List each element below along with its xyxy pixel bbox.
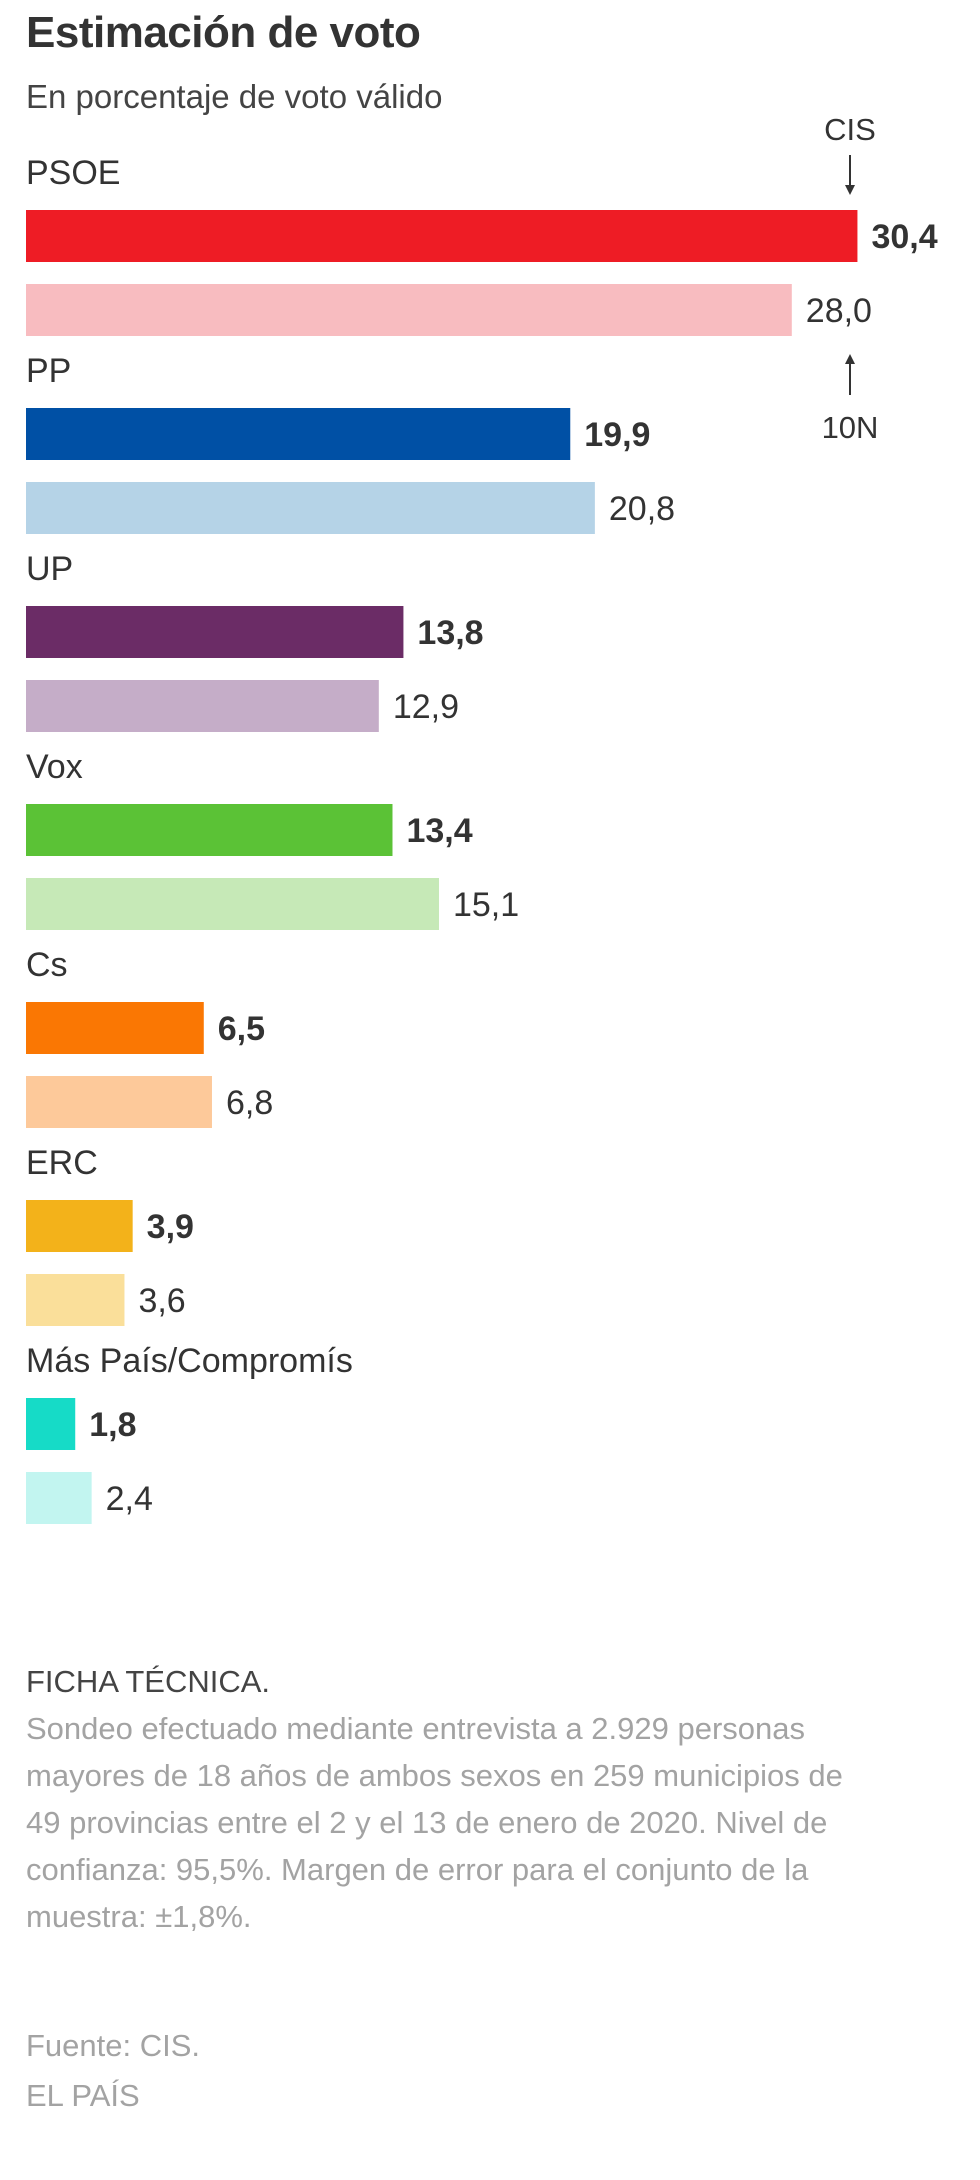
ficha-tecnica-body: Sondeo efectuado mediante entrevista a 2…	[26, 1705, 946, 1940]
legend-arrowhead-10n	[845, 354, 855, 364]
bar-10n-m-s-pa-s-comprom-s	[26, 1472, 92, 1524]
publisher-brand: EL PAÍS	[26, 2078, 140, 2113]
value-label-cis-psoe: 30,4	[871, 218, 937, 256]
value-label-cis-cs: 6,5	[218, 1010, 265, 1048]
category-label-up: UP	[26, 550, 73, 588]
bar-cis-erc	[26, 1200, 133, 1252]
bar-cis-up	[26, 606, 404, 658]
category-label-psoe: PSOE	[26, 154, 120, 192]
bar-cis-pp	[26, 408, 571, 460]
legend-arrowhead-cis	[845, 185, 855, 195]
value-label-cis-up: 13,8	[417, 614, 483, 652]
ficha-line: mayores de 18 años de ambos sexos en 259…	[26, 1758, 843, 1793]
chart-title: Estimación de voto	[26, 8, 421, 57]
value-label-10n-m-s-pa-s-comprom-s: 2,4	[106, 1480, 153, 1518]
legend-label-cis: CIS	[824, 112, 876, 147]
value-label-cis-m-s-pa-s-comprom-s: 1,8	[89, 1406, 136, 1444]
bar-cis-cs	[26, 1002, 204, 1054]
ficha-line: confianza: 95,5%. Margen de error para e…	[26, 1852, 809, 1887]
bar-10n-cs	[26, 1076, 212, 1128]
category-label-pp: PP	[26, 352, 71, 390]
bar-10n-vox	[26, 878, 439, 930]
bar-10n-erc	[26, 1274, 125, 1326]
ficha-line: Sondeo efectuado mediante entrevista a 2…	[26, 1711, 805, 1746]
bar-10n-psoe	[26, 284, 792, 336]
value-label-cis-erc: 3,9	[147, 1208, 194, 1246]
bar-cis-vox	[26, 804, 393, 856]
bar-cis-psoe	[26, 210, 858, 262]
ficha-line: 49 provincias entre el 2 y el 13 de ener…	[26, 1805, 828, 1840]
source-note: Fuente: CIS.	[26, 2028, 201, 2063]
value-label-cis-vox: 13,4	[406, 812, 472, 850]
bar-cis-m-s-pa-s-comprom-s	[26, 1398, 76, 1450]
bar-chart: CIS 10N PSOE 30,4 28,0 PP 19,9 20,8 UP 13,8 12,9 V…	[26, 112, 938, 1524]
value-label-10n-erc: 3,6	[138, 1282, 185, 1320]
value-label-10n-up: 12,9	[393, 688, 459, 726]
chart-subtitle: En porcentaje de voto válido	[26, 78, 443, 115]
bar-10n-pp	[26, 482, 595, 534]
category-label-erc: ERC	[26, 1144, 98, 1182]
category-label-vox: Vox	[26, 748, 83, 786]
ficha-tecnica-heading: FICHA TÉCNICA.	[26, 1664, 271, 1699]
ficha-line: muestra: ±1,8%.	[26, 1899, 252, 1934]
value-label-10n-pp: 20,8	[609, 490, 675, 528]
value-label-10n-vox: 15,1	[453, 886, 519, 924]
category-label-cs: Cs	[26, 946, 68, 984]
category-label-m-s-pa-s-comprom-s: Más País/Compromís	[26, 1342, 353, 1380]
value-label-10n-psoe: 28,0	[806, 292, 872, 330]
value-label-10n-cs: 6,8	[226, 1084, 273, 1122]
legend-label-10n: 10N	[822, 410, 879, 445]
bar-10n-up	[26, 680, 379, 732]
value-label-cis-pp: 19,9	[584, 416, 650, 454]
